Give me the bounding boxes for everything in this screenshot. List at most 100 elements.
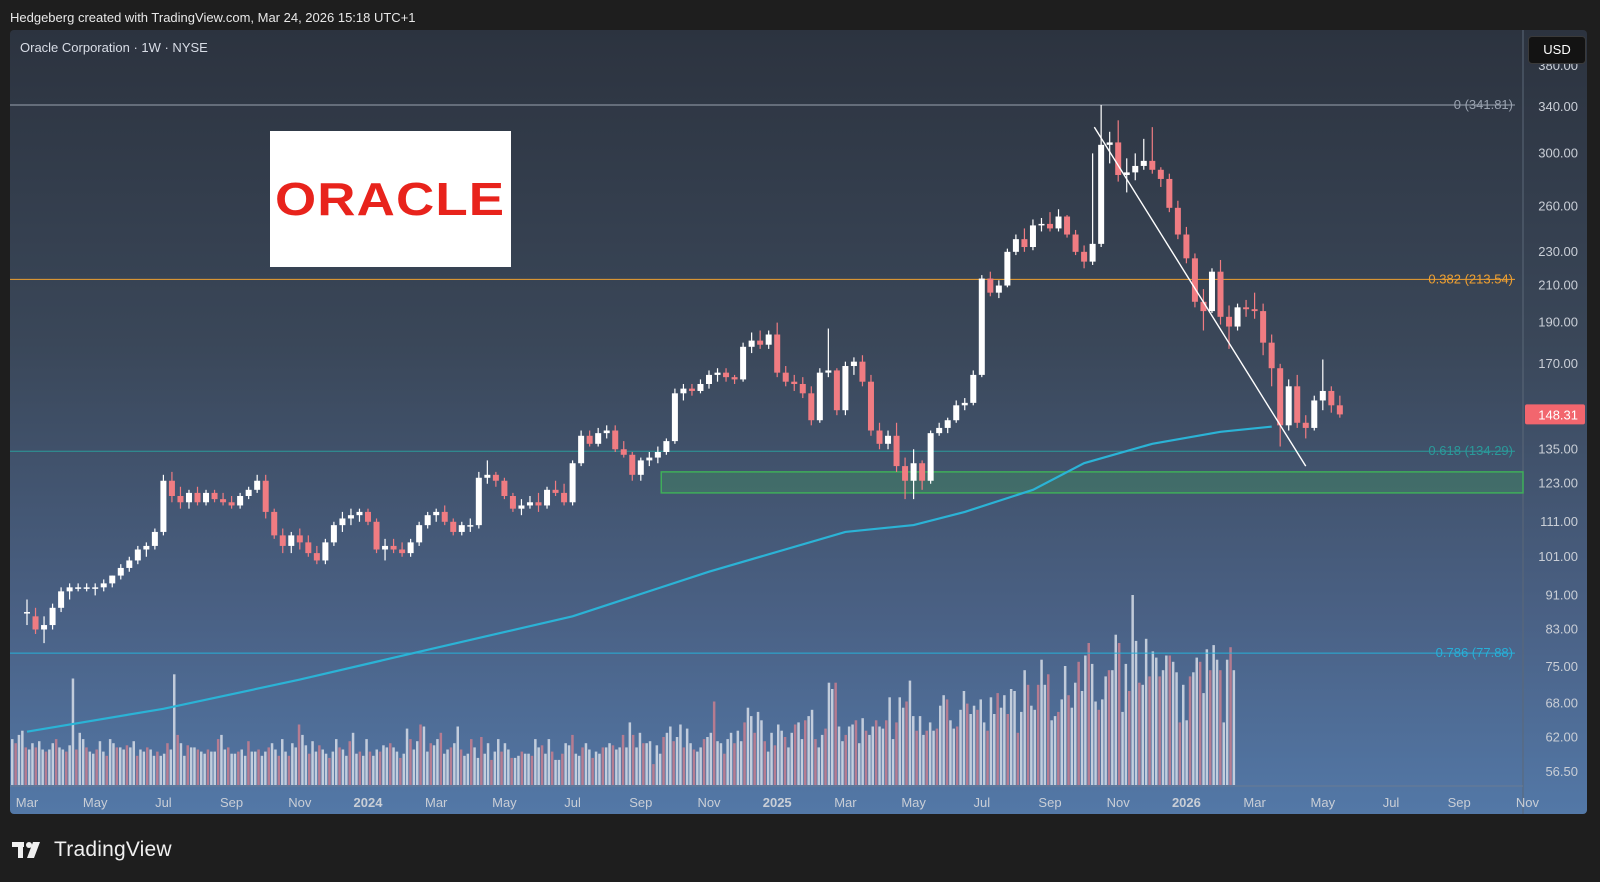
candle-body [1012,239,1019,252]
candle-body [373,521,380,550]
volume-bar [321,749,324,785]
candle-body [885,435,892,444]
time-tick-label: Jul [1383,795,1400,810]
candle-body [313,553,320,561]
volume-bar [1101,699,1104,785]
candle-body [688,388,695,391]
candle-body [305,542,312,554]
volume-bar [473,747,476,785]
volume-bar [250,751,254,785]
candle-body [416,525,423,543]
volume-bar [419,724,422,785]
candle-body [271,511,278,536]
time-tick-label: Nov [1516,795,1540,810]
volume-bar [800,739,804,785]
volume-bar [1134,640,1138,785]
volume-bar [71,678,75,785]
volume-bar [1060,699,1063,785]
candle-body [1243,307,1250,310]
time-tick-label: Sep [220,795,243,810]
volume-bar [1074,682,1077,785]
tradingview-wordmark: TradingView [54,838,172,861]
candle-body [919,463,926,481]
volume-bar [679,724,682,785]
candle-body [927,433,934,481]
candle-body [1191,258,1198,302]
candle-body [1277,368,1284,426]
volume-bar [787,747,790,785]
volume-bar [1161,670,1165,785]
volume-bar [1030,705,1033,785]
volume-bar [409,739,412,785]
volume-bar [534,739,537,785]
volume-bar [888,697,891,785]
fib-label: 0.382 (213.54) [1428,271,1513,286]
volume-bar [996,693,999,785]
volume-bar [159,755,162,785]
candle-body [910,463,917,481]
volume-bar [729,732,733,785]
volume-bar [615,749,618,785]
volume-bar [523,753,527,785]
volume-bar [470,739,473,785]
candle-body [134,549,141,561]
volume-bar [1026,684,1030,785]
volume-bar [247,741,250,785]
candle-body [791,381,798,384]
volume-bar [146,747,149,785]
volume-bar [210,751,213,785]
volume-bar [453,743,456,785]
volume-bar [335,739,338,785]
tradingview-brand[interactable]: TradingView [12,836,172,864]
volume-bar [355,753,358,785]
volume-bar [281,739,284,785]
time-tick-label: May [83,795,108,810]
volume-bar [183,755,186,785]
volume-bar [240,749,243,785]
candle-body [75,587,82,589]
volume-bar [601,747,605,785]
candle-body [842,366,849,411]
candle-body [526,502,533,506]
volume-bar [959,709,962,785]
time-tick-label: Sep [629,795,652,810]
volume-bar [571,734,574,785]
volume-bar [132,741,135,785]
volume-bar [1155,657,1158,785]
volume-bar [777,724,780,785]
volume-bar [1020,711,1023,785]
volume-bar [92,753,95,785]
volume-bar [493,751,497,785]
symbol-title[interactable]: Oracle Corporation · 1W · NYSE [20,40,208,55]
candle-body [1081,251,1088,262]
volume-bar [1104,676,1107,785]
volume-bar [827,682,831,785]
volume-bar [1151,651,1155,785]
current-price-label: 148.31 [1538,407,1578,422]
volume-bar [804,720,807,785]
currency-button[interactable]: USD [1528,36,1586,64]
volume-bar [341,749,345,785]
price-tick-label: 190.00 [1538,315,1578,330]
volume-bar [304,745,308,785]
candle-body [356,511,363,516]
candle-body [143,545,150,550]
volume-bar [426,751,429,785]
volume-bar [999,707,1003,785]
volume-bar [662,737,665,785]
volume-bar [1063,666,1067,785]
candle-body [58,591,65,608]
volume-bar [520,751,524,785]
candle-body [706,374,712,384]
volume-bar [1114,634,1117,785]
volume-bar [54,739,58,785]
volume-bar [58,747,61,785]
candle-body [475,477,482,526]
volume-bar [61,749,65,785]
candle-body [433,511,440,516]
price-tick-label: 62.00 [1545,730,1578,745]
volume-bar [294,747,297,785]
volume-bar [851,724,854,785]
volume-bar [1195,657,1198,785]
